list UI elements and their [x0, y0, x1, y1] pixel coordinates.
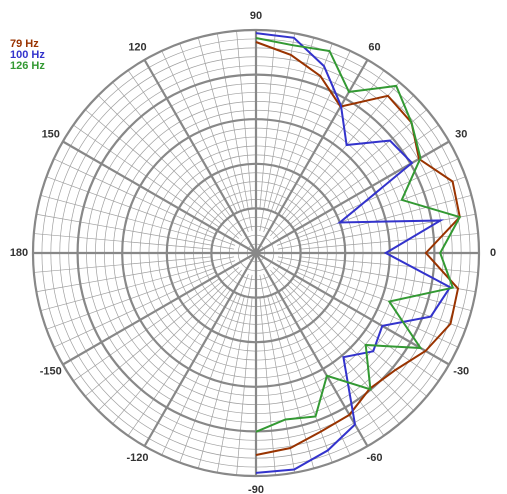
minor-spoke: [259, 33, 296, 232]
series-line: [255, 32, 452, 474]
major-spoke: [255, 252, 450, 366]
angle-label: 30: [455, 128, 467, 140]
angle-label: 180: [10, 247, 28, 259]
minor-spoke: [46, 260, 236, 330]
major-spoke: [255, 140, 450, 254]
minor-spoke: [216, 33, 253, 232]
angle-label: 90: [250, 10, 262, 22]
angle-label: -60: [367, 452, 383, 464]
major-spoke: [143, 59, 257, 254]
minor-spoke: [179, 43, 249, 233]
minor-spoke: [272, 109, 428, 239]
angle-label: -120: [126, 452, 148, 464]
angle-label: 60: [368, 42, 380, 54]
minor-spoke: [272, 267, 428, 397]
minor-spoke: [112, 269, 242, 425]
angle-label: 150: [42, 128, 60, 140]
major-spoke: [62, 140, 257, 254]
angle-label: -150: [40, 365, 62, 377]
minor-spoke: [259, 274, 296, 473]
legend-label: 100 Hz: [10, 49, 45, 61]
minor-spoke: [216, 274, 253, 473]
angle-label: 120: [128, 42, 146, 54]
minor-spoke: [36, 213, 235, 250]
major-spoke: [143, 252, 257, 447]
minor-spoke: [84, 267, 240, 397]
legend-label: 126 Hz: [10, 60, 45, 72]
angle-label: 0: [490, 247, 496, 259]
minor-spoke: [36, 256, 235, 293]
angle-label: -30: [453, 365, 469, 377]
series-line: [255, 37, 462, 433]
minor-spoke: [84, 109, 240, 239]
minor-spoke: [270, 269, 400, 425]
minor-spoke: [263, 43, 333, 233]
minor-spoke: [277, 256, 476, 293]
minor-spoke: [46, 176, 236, 246]
minor-spoke: [112, 81, 242, 237]
legend-label: 79 Hz: [10, 38, 39, 50]
minor-spoke: [270, 81, 400, 237]
major-spoke: [62, 252, 257, 366]
minor-spoke: [276, 260, 466, 330]
minor-spoke: [276, 176, 466, 246]
minor-spoke: [179, 273, 249, 463]
angle-label: -90: [248, 484, 264, 494]
